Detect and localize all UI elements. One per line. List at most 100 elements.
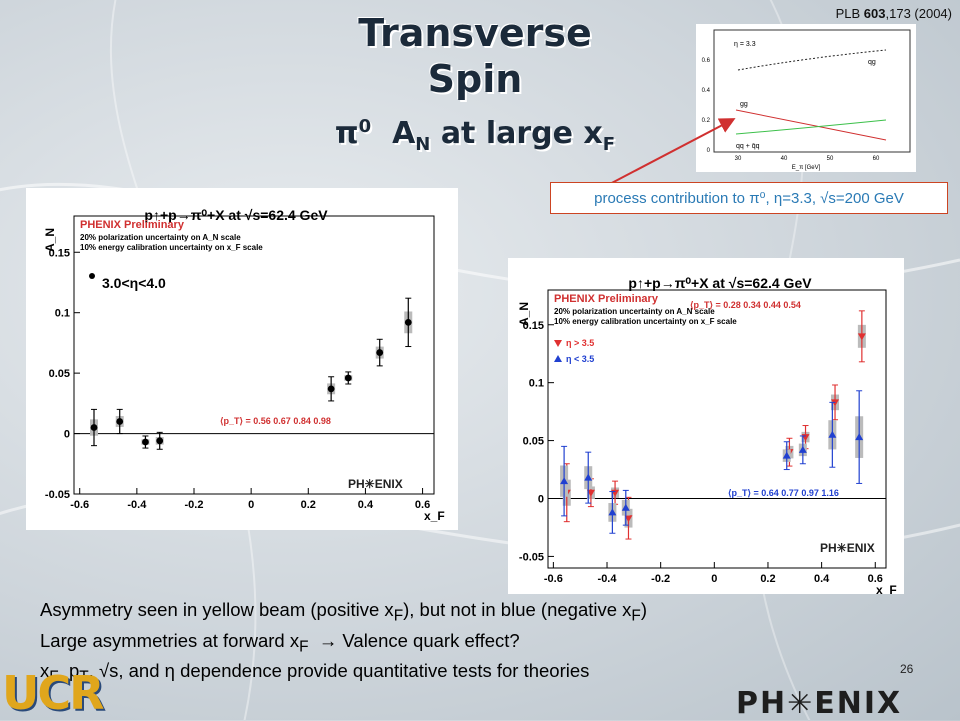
subtitle-rest-sub: F [602, 134, 616, 155]
inset-xtick: 50 [827, 156, 834, 162]
x-tick-label: -0.2 [651, 573, 670, 585]
note-text: 20% polarization uncertainty on A_N scal… [80, 233, 241, 242]
data-point [624, 515, 633, 523]
reference-post: ,173 (2004) [885, 6, 953, 21]
y-tick-label: 0.05 [49, 368, 70, 380]
data-point [142, 438, 149, 446]
inset-qq-curve [735, 119, 887, 135]
bullet-list: Asymmetry seen in yellow beam (positive … [40, 598, 900, 690]
x-tick-label: 0 [711, 573, 717, 585]
page-subtitle: π0 AN at large xF [330, 116, 620, 155]
data-point [327, 385, 335, 393]
reference: PLB 603,173 (2004) [836, 6, 952, 21]
ucr-logo: UCR [2, 666, 105, 720]
inset-xtick: 30 [735, 156, 742, 162]
inset-xtick: 40 [781, 156, 788, 162]
left-asymmetry-plot: -0.6 -0.4 -0.2 0 0.2 0.4 0.6 -0.05 0 0.05 0.1 0.15 x… [26, 188, 458, 530]
inset-frame [713, 29, 911, 153]
inset-eta-label: η = 3.3 [734, 41, 756, 48]
y-tick-label: 0.15 [523, 320, 544, 332]
y-tick-label: 0.15 [49, 247, 70, 259]
bullet-1: Asymmetry seen in yellow beam (positive … [40, 599, 648, 625]
inset-curve-label: qq + q̄q [736, 143, 760, 150]
inset-xlabel: E_π [GeV] [792, 165, 821, 171]
data-point [782, 451, 791, 459]
data-point [90, 424, 98, 431]
x-tick-label: -0.4 [598, 573, 618, 585]
subtitle-pi: π [334, 116, 359, 151]
legend-marker-blue [554, 355, 562, 362]
phenix-mark: PH✳ENIX [348, 477, 403, 491]
data-point [621, 503, 630, 511]
page-title: Transverse Spin [358, 11, 592, 101]
reference-volume: 603 [863, 6, 886, 21]
note-text: 20% polarization uncertainty on A_N scal… [554, 307, 715, 316]
process-contribution-label: process contribution to π⁰, η=3.3, √s=20… [550, 182, 948, 214]
eta-range-label: 3.0<η<4.0 [102, 275, 166, 291]
pt-label-blue: ⟨p_T⟩ = 0.64 0.77 0.97 1.16 [728, 488, 839, 498]
x-tick-label: 0.4 [814, 573, 830, 585]
data-point [584, 473, 593, 481]
inset-ytick: 0.4 [702, 88, 711, 94]
inset-xtick: 60 [873, 156, 880, 162]
subtitle-rest: at large x [440, 116, 603, 151]
phenix-logo: PH✳ENIX [736, 686, 903, 721]
inset-theory-plot: 0 0.2 0.4 0.6 30 40 50 60 E_π [GeV] η = … [696, 24, 916, 172]
x-axis-label: x_F [424, 509, 445, 523]
data-point [857, 333, 866, 341]
x-tick-label: -0.6 [544, 573, 563, 585]
legend-marker-red [554, 340, 562, 347]
x-tick-label: 0.6 [868, 573, 883, 585]
legend-label-red: η > 3.5 [566, 338, 594, 348]
x-tick-label: 0.6 [415, 499, 430, 511]
data-point [828, 430, 837, 438]
pt-label-red: ⟨p_T⟩ = 0.28 0.34 0.44 0.54 [690, 300, 801, 310]
x-axis-label: x_F [876, 583, 897, 594]
data-point [608, 508, 617, 516]
right-asymmetry-plot: -0.6 -0.4 -0.2 0 0.2 0.4 0.6 -0.05 0 0.05 0.1 0.15 x… [508, 258, 904, 597]
x-tick-label: 0.2 [301, 499, 316, 511]
x-tick-label: -0.2 [185, 499, 204, 511]
y-tick-label: 0.05 [523, 436, 544, 448]
preliminary-label: PHENIX Preliminary [554, 293, 659, 305]
y-tick-label: 0 [64, 429, 70, 441]
y-tick-label: -0.05 [519, 551, 544, 563]
inset-curve-label: qg [868, 59, 876, 66]
subtitle-pi-sup: 0 [358, 116, 372, 137]
y-tick-label: -0.05 [45, 489, 70, 501]
data-point [376, 349, 384, 356]
y-tick-label: 0.1 [529, 378, 544, 390]
inset-qg-curve [737, 49, 887, 71]
bullet-2: Large asymmetries at forward xF → Valenc… [40, 629, 520, 656]
y-tick-label: 0.1 [55, 308, 70, 320]
reference-pre: PLB [835, 6, 864, 21]
x-tick-label: 0 [248, 499, 254, 511]
y-tick-label: 0 [538, 494, 544, 506]
plot-frame [547, 289, 887, 569]
note-text: 10% energy calibration uncertainty on x_… [554, 317, 737, 326]
x-tick-label: -0.6 [70, 499, 89, 511]
chart-title: p↑+p→π⁰+X at √s=62.4 GeV [144, 207, 328, 223]
data-point [116, 418, 124, 425]
chart-title: p↑+p→π⁰+X at √s=62.4 GeV [628, 275, 812, 291]
inset-ytick: 0 [707, 148, 711, 154]
note-text: 10% energy calibration uncertainty on x_… [80, 243, 263, 252]
y-axis-label: A_N [517, 302, 531, 326]
y-axis-label: A_N [43, 228, 57, 252]
inset-ytick: 0.2 [702, 118, 711, 124]
x-tick-label: -0.4 [127, 499, 147, 511]
data-point [344, 374, 352, 382]
preliminary-label: PHENIX Preliminary [80, 219, 185, 231]
legend-label-blue: η < 3.5 [566, 354, 594, 364]
data-point [798, 445, 807, 453]
phenix-mark: PH✳ENIX [820, 541, 875, 555]
page-number: 26 [900, 662, 914, 676]
plot-frame [73, 215, 435, 495]
pt-label: ⟨p_T⟩ = 0.56 0.67 0.84 0.98 [220, 416, 331, 426]
x-tick-label: 0.4 [358, 499, 374, 511]
subtitle-a: A [392, 116, 416, 151]
inset-curve-label: gg [740, 101, 748, 108]
eta-bullet [89, 273, 95, 279]
subtitle-a-sub: N [415, 134, 431, 155]
